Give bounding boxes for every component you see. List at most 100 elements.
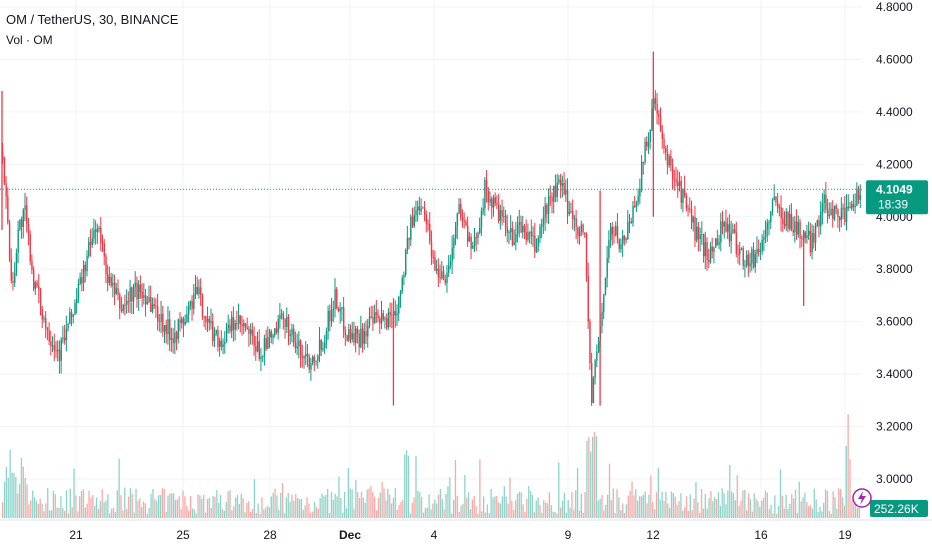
- volume-bar: [22, 466, 24, 518]
- volume-bar: [757, 501, 759, 518]
- volume-bar: [428, 494, 430, 518]
- candle-body: [713, 247, 715, 252]
- volume-legend-label[interactable]: Vol · OM: [6, 33, 53, 47]
- candle-body: [585, 234, 588, 276]
- volume-bar: [657, 467, 660, 518]
- candle-body: [101, 242, 104, 244]
- candle-body: [320, 339, 323, 350]
- candle-body: [306, 353, 309, 357]
- candle-body: [194, 286, 197, 294]
- candle-body: [405, 250, 407, 275]
- volume-bar: [563, 492, 566, 518]
- candle-body: [356, 328, 359, 334]
- volume-bar: [715, 499, 718, 518]
- candle-body: [129, 287, 131, 302]
- volume-bar: [189, 495, 192, 518]
- candle-body: [327, 310, 329, 332]
- candle-body: [592, 377, 595, 403]
- candle-body: [51, 345, 54, 347]
- candle-body: [399, 291, 402, 297]
- candle-body: [568, 211, 571, 215]
- candle-body: [43, 318, 45, 320]
- volume-bar: [274, 488, 276, 518]
- candle-body: [315, 360, 317, 362]
- candle-body: [777, 202, 779, 208]
- candle-body: [725, 222, 727, 232]
- volume-bar: [764, 490, 767, 518]
- y-tick-label: 4.4000: [876, 105, 913, 119]
- volume-bar: [567, 499, 569, 518]
- volume-bar: [56, 507, 58, 518]
- candle-body: [613, 234, 615, 236]
- candle-body: [654, 98, 657, 104]
- candle-body: [150, 297, 152, 312]
- volume-bar: [856, 507, 859, 518]
- candle-body: [787, 212, 789, 229]
- candle-body: [494, 197, 496, 204]
- candle-body: [8, 222, 11, 260]
- candle-body: [565, 189, 567, 195]
- volume-bar: [112, 507, 115, 518]
- candle-body: [560, 179, 562, 186]
- volume-bar: [389, 494, 391, 518]
- candle-body: [365, 331, 367, 337]
- candle-body: [758, 248, 760, 252]
- volume-bar: [770, 504, 772, 518]
- candle-body: [620, 244, 622, 250]
- volume-bar: [806, 502, 808, 518]
- x-tick-label: 19: [838, 528, 852, 542]
- candle-body: [64, 337, 66, 341]
- volume-bar: [133, 512, 135, 518]
- volume-bar: [610, 500, 613, 518]
- candle-body: [671, 165, 674, 179]
- candle-body: [324, 342, 326, 348]
- candle-body: [520, 221, 522, 233]
- candle-body: [780, 207, 782, 219]
- candle-body: [310, 363, 312, 370]
- volume-bar: [404, 454, 406, 518]
- volume-bar: [208, 497, 210, 518]
- candle-body: [355, 328, 357, 343]
- candle-body: [572, 211, 574, 220]
- volume-bar: [278, 509, 280, 518]
- candle-body: [41, 309, 44, 320]
- volume-bar: [276, 495, 278, 518]
- volume-bar: [90, 497, 92, 518]
- candle-body: [480, 211, 483, 228]
- symbol-title[interactable]: OM / TetherUS, 30, BINANCE: [6, 12, 179, 27]
- volume-bar: [13, 473, 15, 518]
- candle-body: [93, 229, 95, 239]
- volume-bar: [32, 490, 34, 518]
- candle-body: [372, 316, 374, 324]
- candle-body: [33, 270, 35, 289]
- candle-body: [29, 234, 31, 262]
- candle-body: [55, 350, 57, 352]
- candle-body: [661, 131, 664, 139]
- candle-body: [293, 328, 295, 344]
- volume-bar: [819, 506, 821, 518]
- candle-body: [735, 232, 738, 254]
- candle-body: [281, 313, 283, 315]
- candle-body: [24, 205, 26, 210]
- candle-body: [608, 240, 610, 259]
- volume-bar: [266, 505, 269, 518]
- candle-body: [436, 268, 438, 271]
- candle-body: [727, 224, 729, 232]
- volume-bar: [407, 455, 410, 518]
- candle-body: [262, 355, 264, 357]
- volume-bar: [122, 510, 124, 518]
- candle-body: [680, 181, 682, 203]
- candle-body: [336, 288, 338, 308]
- candle-body: [422, 207, 424, 209]
- candle-body: [701, 234, 703, 236]
- volume-bar: [221, 509, 224, 518]
- candle-body: [417, 206, 419, 211]
- candle-body: [723, 222, 726, 227]
- candle-body: [573, 218, 576, 220]
- candle-body: [465, 221, 467, 226]
- volume-bar: [781, 495, 784, 518]
- candle-body: [103, 243, 106, 257]
- candle-body: [86, 256, 88, 272]
- volume-bar: [719, 505, 722, 518]
